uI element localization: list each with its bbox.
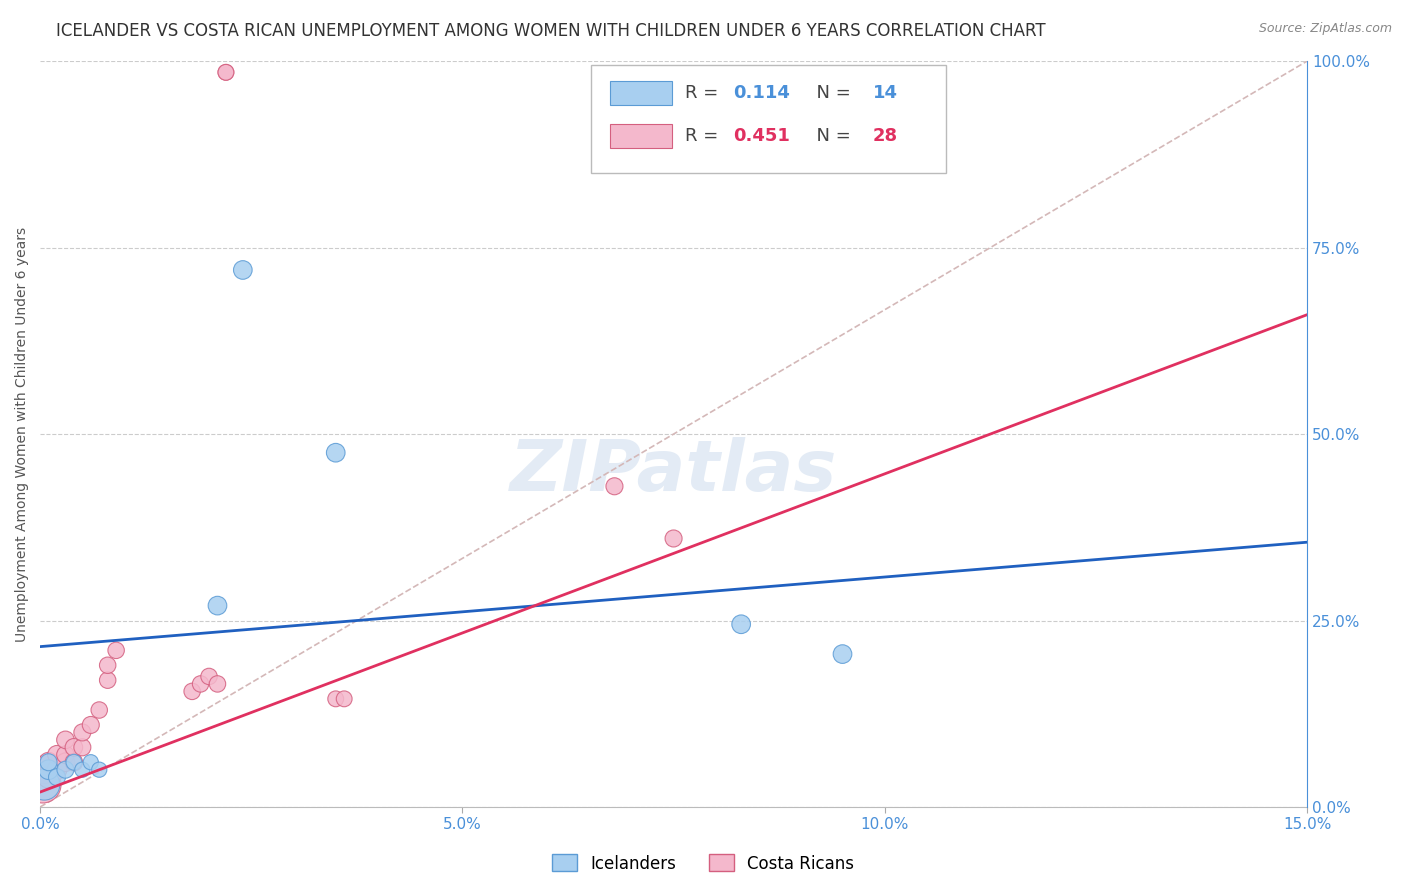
Text: 0.114: 0.114 xyxy=(733,84,790,103)
Text: ICELANDER VS COSTA RICAN UNEMPLOYMENT AMONG WOMEN WITH CHILDREN UNDER 6 YEARS CO: ICELANDER VS COSTA RICAN UNEMPLOYMENT AM… xyxy=(56,22,1046,40)
Point xyxy=(63,756,86,770)
Point xyxy=(38,756,60,770)
Point xyxy=(31,778,53,792)
Text: 14: 14 xyxy=(873,84,897,103)
Point xyxy=(55,732,77,747)
Point xyxy=(662,532,685,546)
Point xyxy=(325,446,347,460)
Point xyxy=(55,747,77,762)
Legend: Icelanders, Costa Ricans: Icelanders, Costa Ricans xyxy=(546,847,860,880)
Point xyxy=(603,479,626,493)
Point xyxy=(34,778,56,792)
Point xyxy=(63,740,86,755)
Point xyxy=(63,756,86,770)
Point xyxy=(105,643,128,657)
Point xyxy=(38,756,60,770)
Point xyxy=(55,756,77,770)
Text: Source: ZipAtlas.com: Source: ZipAtlas.com xyxy=(1258,22,1392,36)
Point xyxy=(333,691,356,706)
Text: N =: N = xyxy=(806,127,856,145)
Point xyxy=(97,658,120,673)
Point xyxy=(89,703,111,717)
Point xyxy=(80,718,103,732)
Point xyxy=(38,763,60,777)
Point xyxy=(72,740,94,755)
Text: ZIPatlas: ZIPatlas xyxy=(510,437,837,506)
Point xyxy=(38,770,60,784)
Text: 0.451: 0.451 xyxy=(733,127,790,145)
Point xyxy=(72,763,94,777)
Point xyxy=(46,747,69,762)
Text: N =: N = xyxy=(806,84,856,103)
Point xyxy=(198,669,221,683)
Point xyxy=(730,617,752,632)
Point xyxy=(46,763,69,777)
Point xyxy=(55,763,77,777)
Point xyxy=(831,647,853,661)
Point xyxy=(207,599,229,613)
Point xyxy=(232,263,254,277)
FancyBboxPatch shape xyxy=(610,124,672,148)
FancyBboxPatch shape xyxy=(592,65,946,173)
Point xyxy=(181,684,204,698)
Point xyxy=(97,673,120,688)
Y-axis label: Unemployment Among Women with Children Under 6 years: Unemployment Among Women with Children U… xyxy=(15,227,30,641)
Point xyxy=(207,677,229,691)
Text: R =: R = xyxy=(685,127,724,145)
Point xyxy=(46,770,69,784)
Point xyxy=(190,677,212,691)
Point xyxy=(34,763,56,777)
Point xyxy=(89,763,111,777)
Point xyxy=(215,65,238,79)
FancyBboxPatch shape xyxy=(610,81,672,105)
Point xyxy=(215,65,238,79)
Point xyxy=(80,756,103,770)
Point xyxy=(72,725,94,739)
Text: R =: R = xyxy=(685,84,724,103)
Point xyxy=(325,691,347,706)
Text: 28: 28 xyxy=(873,127,897,145)
